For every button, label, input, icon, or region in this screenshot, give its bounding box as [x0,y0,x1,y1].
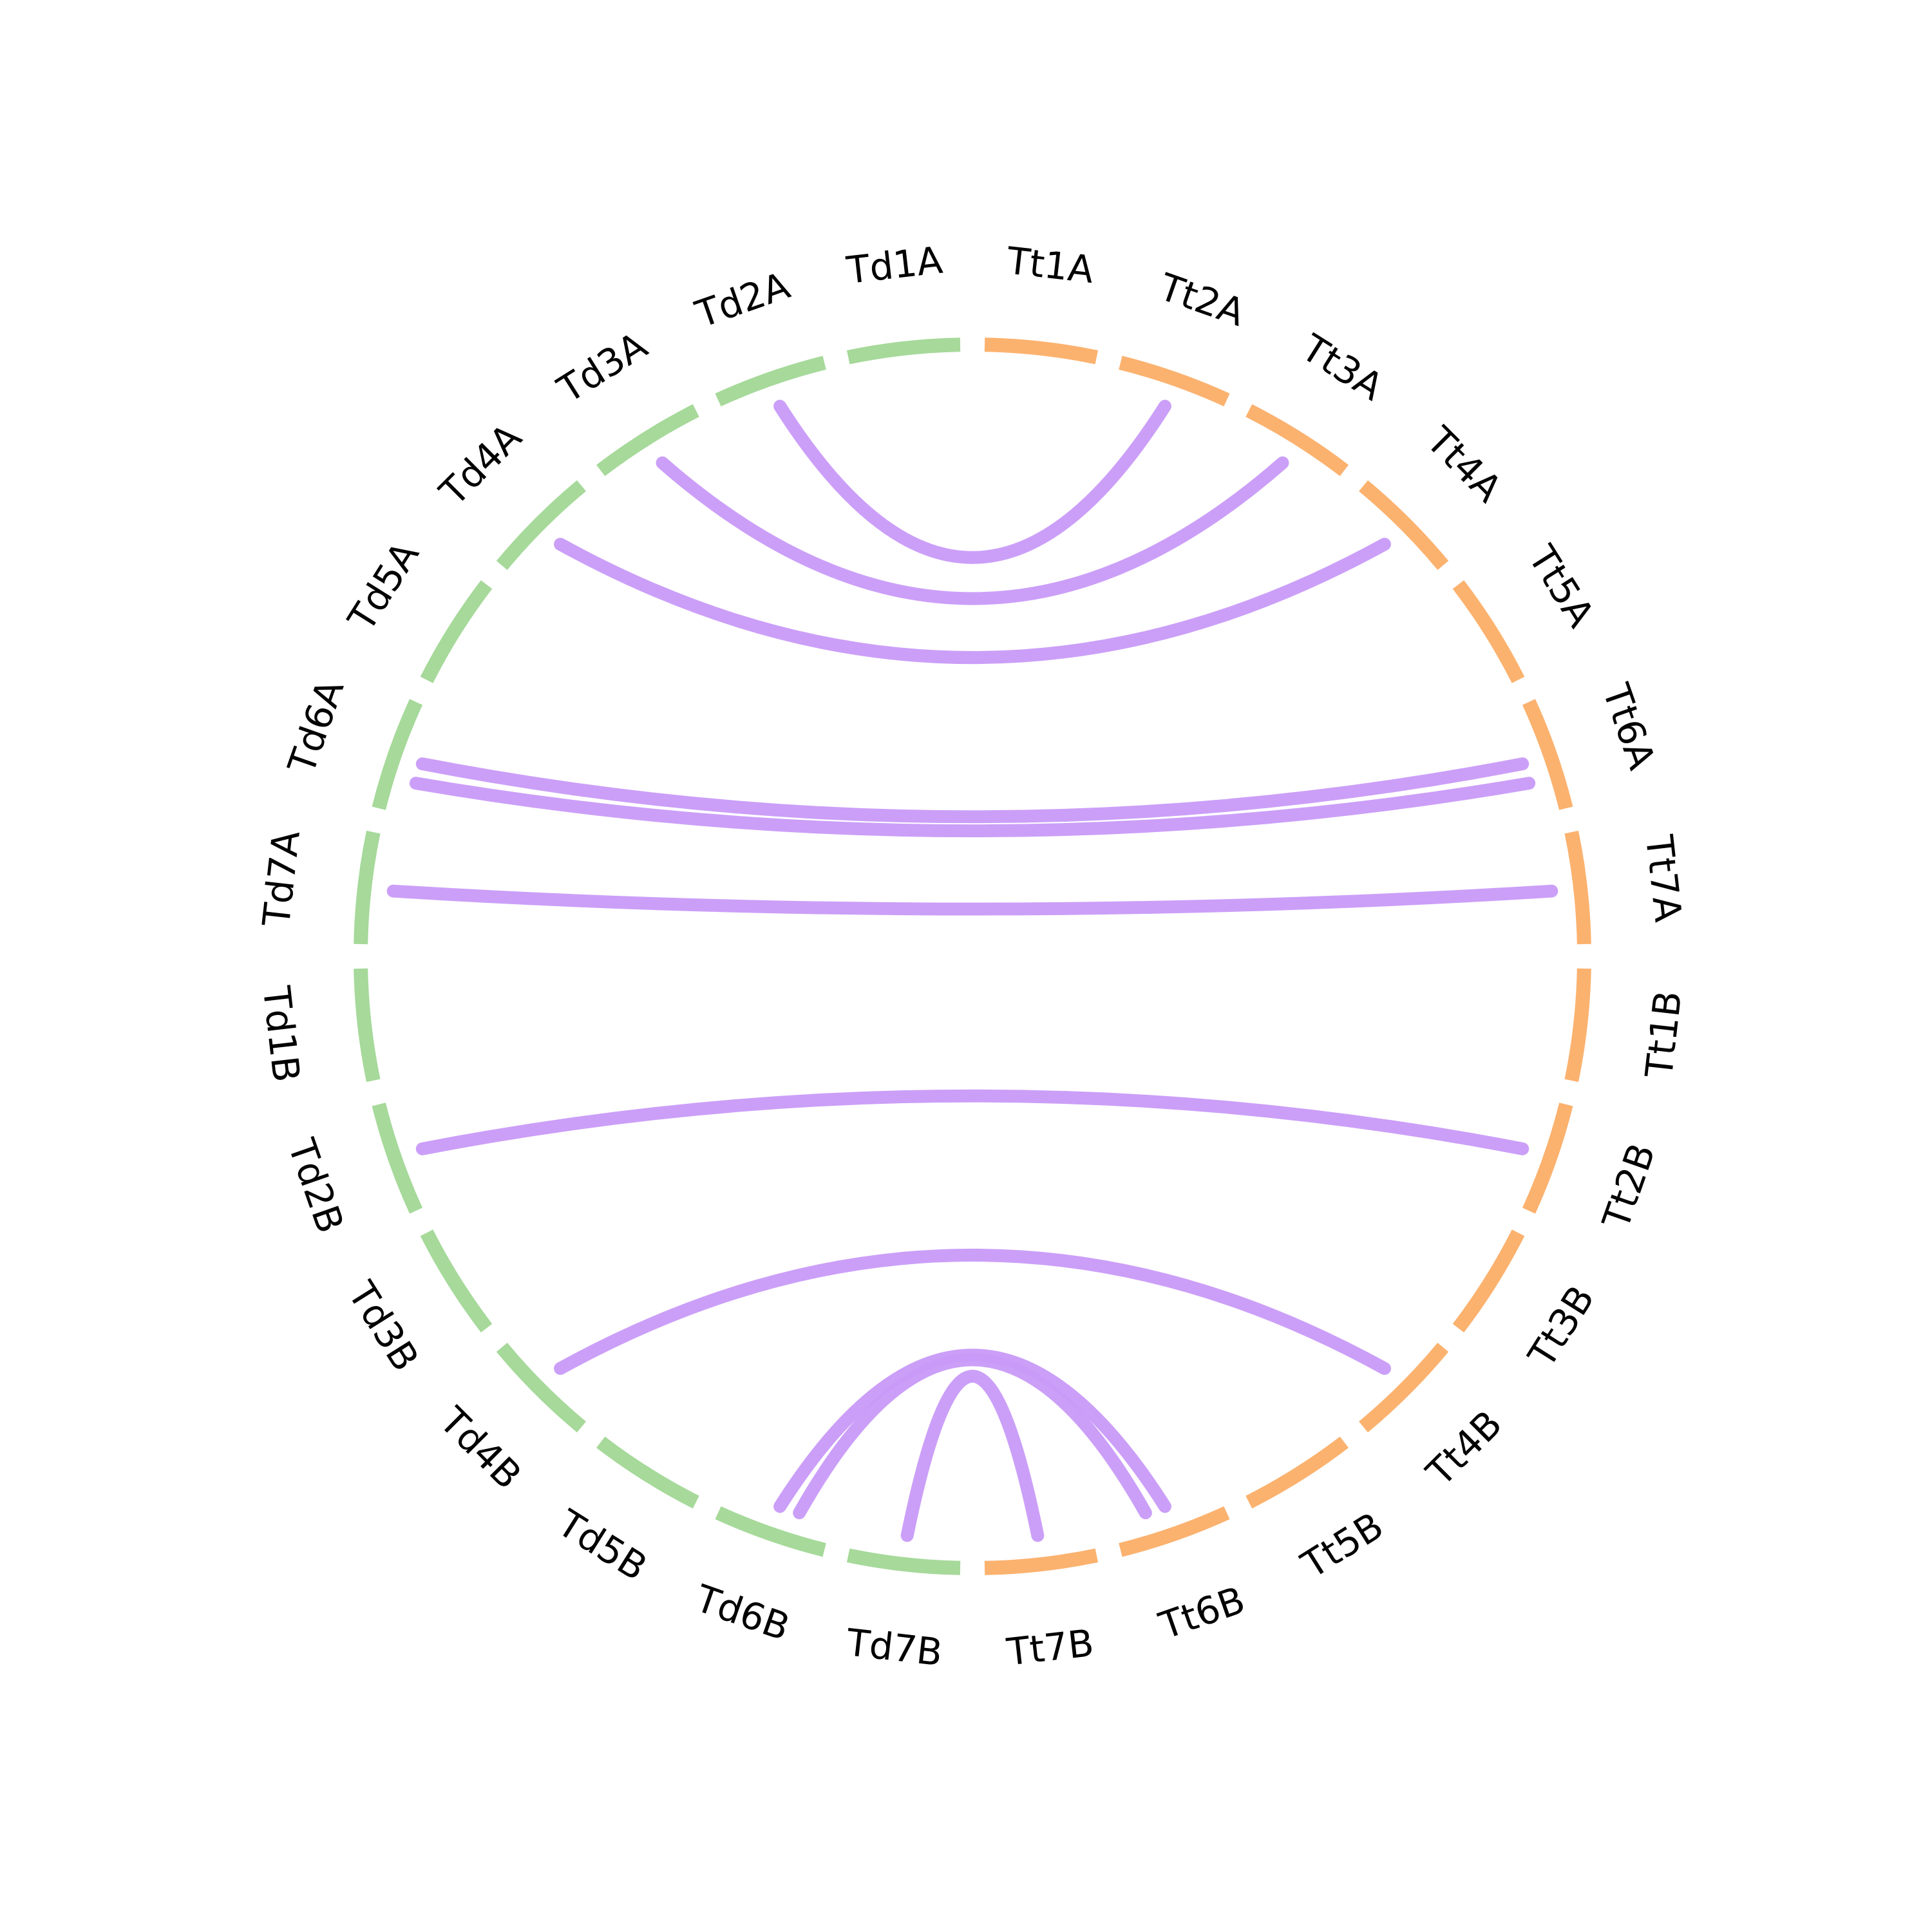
label-tt7a: Tt7A [1637,832,1690,924]
links-layer [386,399,1558,1542]
segment-tt7a [1564,830,1591,945]
label-tt4b: Tt4B [1417,1402,1510,1495]
label-tt4a: Tt4A [1417,418,1510,511]
link-td3a-tt3a [656,456,1289,605]
label-tt1a: Tt1A [1004,238,1096,292]
segment-tt2a [1119,355,1230,407]
segment-td3b [420,1229,493,1333]
label-tt7b: Tt7B [1004,1621,1096,1674]
segment-td2b [372,1103,423,1214]
link-td2b-tt2b [415,1089,1530,1155]
segment-td5b [596,1436,699,1509]
segment-tt1b [1564,968,1591,1083]
segment-tt1a [984,337,1099,365]
segment-tt4b [1359,1343,1449,1433]
label-td4b: Td4B [431,1398,530,1497]
label-td6a: Td6A [279,674,353,780]
label-tt2a: Tt2A [1153,265,1251,335]
segment-tt2b [1522,1103,1573,1214]
label-td1a: Td1A [844,238,945,292]
link-td4a-tt4a [554,538,1391,665]
segment-td3a [596,404,699,477]
segment-td6a [372,699,423,810]
label-tt6b: Tt6B [1153,1578,1251,1648]
segment-td5a [420,580,493,683]
segment-td4b [496,1343,586,1433]
segment-td6b [715,1506,826,1557]
segment-tt7b [984,1548,1099,1575]
segment-tt3a [1245,404,1349,477]
label-td5a: Td5A [339,534,428,639]
label-td4a: Td4A [431,415,530,514]
segment-tt5b [1245,1436,1349,1509]
label-td3a: Td3A [549,323,654,412]
segment-tt5a [1452,580,1525,683]
label-td7b: Td7B [844,1620,945,1674]
segment-tt6b [1119,1506,1230,1557]
link-td2a-tt2a [773,399,1171,564]
segment-tt4a [1359,480,1449,570]
label-tt2b: Tt2B [1594,1138,1664,1235]
label-td1b: Td1B [254,983,308,1084]
segment-td1a [846,337,961,365]
label-tt6a: Tt6A [1594,678,1664,775]
label-td6b: Td6B [690,1576,795,1649]
label-td2a: Td2A [690,263,795,337]
link-td6a-tt6a [415,757,1530,824]
segment-td1b [354,968,381,1083]
link-td4b-tt4b [554,1248,1391,1375]
label-tt5a: Tt5A [1519,537,1603,634]
segment-tt3b [1452,1229,1525,1333]
label-tt3b: Tt3B [1519,1278,1603,1375]
label-tt3a: Tt3A [1294,325,1391,409]
segment-tt6a [1522,699,1573,810]
link-td6b-tt6b [793,1353,1152,1520]
link-td7b-tt7b [900,1370,1045,1542]
label-td2b: Td2B [279,1133,353,1238]
segment-td7b [846,1548,961,1575]
link-td7a-tt7a [386,884,1558,916]
segment-td4a [496,480,586,570]
segment-td7a [354,830,381,945]
segments-layer [354,337,1591,1575]
segment-td2a [715,355,826,407]
label-tt1b: Tt1B [1637,989,1690,1081]
label-td5b: Td5B [549,1501,654,1589]
label-td3b: Td3B [339,1274,428,1379]
link-td6a-tt6a [409,777,1536,838]
label-td7a: Td7A [254,828,308,929]
label-tt5b: Tt5B [1294,1504,1391,1587]
